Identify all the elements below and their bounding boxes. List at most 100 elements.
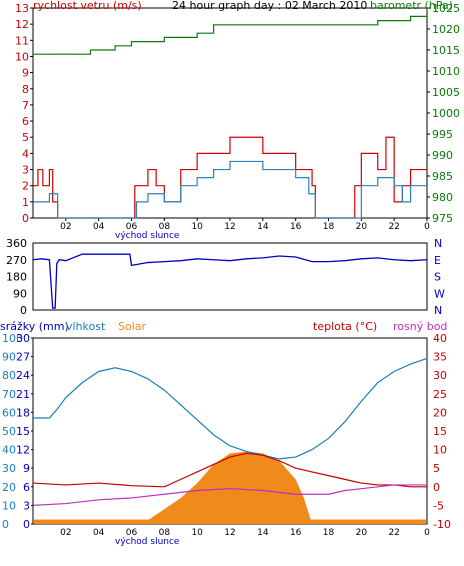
baro-tick-label: 985 bbox=[432, 170, 453, 183]
compass-label: S bbox=[434, 271, 441, 284]
rain-tick-label: 21 bbox=[16, 388, 30, 401]
rain-tick-label: 6 bbox=[23, 481, 30, 494]
panel-frame-direction bbox=[32, 242, 428, 311]
baro-tick-label: 990 bbox=[432, 149, 453, 162]
x-tick-label-bottom: 10 bbox=[191, 528, 203, 538]
temp-tick-label: 40 bbox=[433, 332, 447, 345]
compass-label: N bbox=[434, 304, 442, 317]
baro-tick-label: 1025 bbox=[432, 2, 460, 15]
rain-tick-label: 18 bbox=[16, 406, 30, 419]
x-tick-label-top: 12 bbox=[224, 222, 235, 232]
x-tick-label-bottom: 02 bbox=[60, 528, 71, 538]
humidity-tick-label: 30 bbox=[2, 462, 16, 475]
rain-tick-label: 12 bbox=[16, 444, 30, 457]
x-tick-label-top: 02 bbox=[60, 222, 71, 232]
wind-tick-label: 8 bbox=[22, 83, 29, 96]
humidity-tick-label: 20 bbox=[2, 481, 16, 494]
solar-area bbox=[139, 451, 313, 524]
humidity-tick-label: 40 bbox=[2, 444, 16, 457]
compass-label: N bbox=[434, 237, 442, 250]
x-tick-label-bottom: 16 bbox=[290, 528, 302, 538]
baro-tick-label: 1010 bbox=[432, 65, 460, 78]
x-tick-label-top: 22 bbox=[388, 222, 399, 232]
temp-tick-label: 10 bbox=[433, 444, 447, 457]
wind-tick-label: 11 bbox=[15, 34, 29, 47]
series-line-humidity bbox=[33, 357, 428, 460]
wind-axis-label: rychlost vetru (m/s) bbox=[33, 0, 142, 12]
temp-tick-label: 0 bbox=[433, 481, 440, 494]
direction-tick-label: 0 bbox=[20, 304, 27, 317]
temp-tick-label: 25 bbox=[433, 388, 447, 401]
solar-label: Solar bbox=[118, 320, 147, 333]
temp-tick-label: -5 bbox=[433, 499, 444, 512]
sunrise-note-bottom: východ slunce bbox=[115, 537, 180, 547]
wind-tick-label: 7 bbox=[22, 99, 29, 112]
x-tick-label-bottom: 18 bbox=[323, 528, 335, 538]
rain-tick-label: 15 bbox=[16, 425, 30, 438]
wind-tick-label: 0 bbox=[22, 212, 29, 225]
x-tick-label-bottom: 06 bbox=[126, 528, 138, 538]
baro-tick-label: 980 bbox=[432, 191, 453, 204]
rain-tick-label: 24 bbox=[16, 369, 30, 382]
baro-tick-label: 1020 bbox=[432, 23, 460, 36]
humidity-tick-label: 90 bbox=[2, 351, 16, 364]
x-tick-label-bottom: 0 bbox=[424, 528, 430, 538]
x-tick-label-top: 18 bbox=[323, 222, 335, 232]
humidity-tick-label: 0 bbox=[2, 518, 9, 531]
rain-tick-label: 0 bbox=[23, 518, 30, 531]
x-tick-label-top: 16 bbox=[290, 222, 302, 232]
humidity-tick-label: 60 bbox=[2, 406, 16, 419]
temp-tick-label: 20 bbox=[433, 406, 447, 419]
x-tick-label-top: 04 bbox=[93, 222, 105, 232]
x-tick-label-top: 14 bbox=[257, 222, 269, 232]
wind-tick-label: 3 bbox=[22, 164, 29, 177]
x-tick-label-top: 10 bbox=[191, 222, 203, 232]
direction-tick-label: 360 bbox=[6, 237, 27, 250]
humidity-tick-label: 50 bbox=[2, 425, 16, 438]
baro-tick-label: 975 bbox=[432, 212, 453, 225]
wind-tick-label: 5 bbox=[22, 131, 29, 144]
temp-tick-label: 35 bbox=[433, 351, 447, 364]
humidity-tick-label: 100 bbox=[2, 332, 23, 345]
temp-tick-label: 15 bbox=[433, 425, 447, 438]
series-line-temp bbox=[32, 452, 427, 488]
dew-label: rosný bod bbox=[393, 320, 448, 333]
x-tick-label-bottom: 14 bbox=[257, 528, 269, 538]
x-tick-label-top: 06 bbox=[126, 222, 138, 232]
temp-tick-label: 5 bbox=[433, 462, 440, 475]
wind-tick-label: 4 bbox=[22, 147, 29, 160]
x-tick-label-top: 20 bbox=[356, 222, 368, 232]
temp-tick-label: 30 bbox=[433, 369, 447, 382]
series-line-wind_avg bbox=[33, 160, 427, 219]
wind-tick-label: 2 bbox=[22, 180, 29, 193]
wind-tick-label: 6 bbox=[22, 115, 29, 128]
x-tick-label-top: 0 bbox=[424, 222, 430, 232]
baro-tick-label: 1005 bbox=[432, 86, 460, 99]
compass-label: W bbox=[434, 287, 445, 300]
rain-tick-label: 9 bbox=[23, 462, 30, 475]
x-tick-label-top: 08 bbox=[159, 222, 171, 232]
sunrise-note-top: východ slunce bbox=[115, 231, 180, 241]
humidity-tick-label: 10 bbox=[2, 499, 16, 512]
rain-tick-label: 30 bbox=[16, 332, 30, 345]
x-tick-label-bottom: 04 bbox=[93, 528, 105, 538]
rain-tick-label: 27 bbox=[16, 351, 30, 364]
wind-tick-label: 1 bbox=[22, 196, 29, 209]
rain-tick-label: 3 bbox=[23, 499, 30, 512]
baro-axis-label: barometr (hPa) bbox=[370, 0, 453, 12]
x-tick-label-bottom: 12 bbox=[224, 528, 235, 538]
humidity-tick-label: 70 bbox=[2, 388, 16, 401]
baro-tick-label: 1000 bbox=[432, 107, 460, 120]
series-line-dew bbox=[32, 484, 427, 506]
humidity-label: vlhkost bbox=[66, 320, 106, 333]
direction-tick-label: 180 bbox=[6, 271, 27, 284]
temp-tick-label: -10 bbox=[433, 518, 451, 531]
x-tick-label-bottom: 08 bbox=[159, 528, 171, 538]
humidity-tick-label: 80 bbox=[2, 369, 16, 382]
rain-baseline-bar bbox=[34, 519, 426, 524]
wind-tick-label: 13 bbox=[15, 2, 29, 15]
direction-tick-label: 90 bbox=[13, 287, 27, 300]
rain-axis-label: srážky (mm) bbox=[0, 320, 69, 333]
temp-label: teplota (°C) bbox=[313, 320, 378, 333]
